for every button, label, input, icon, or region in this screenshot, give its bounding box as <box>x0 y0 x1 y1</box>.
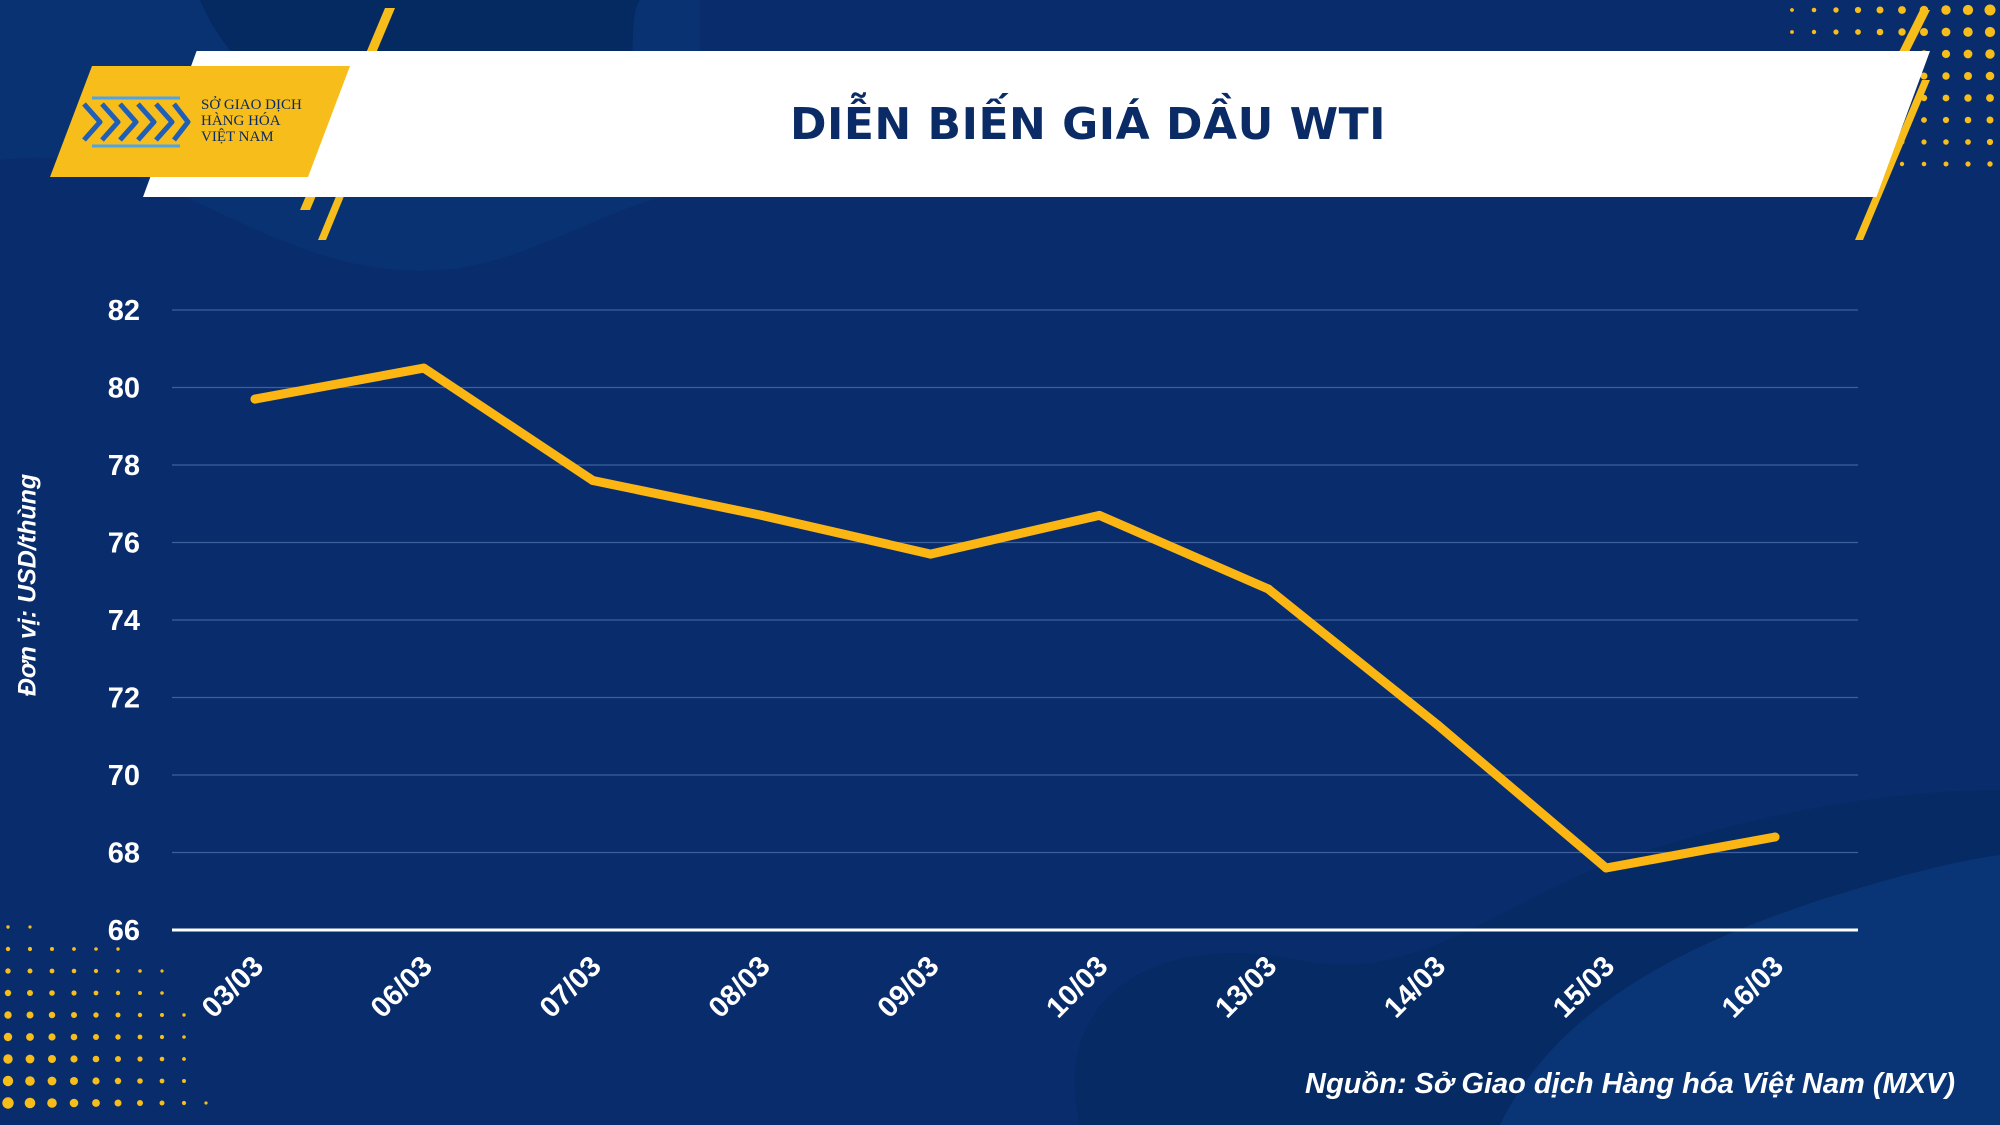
x-tick-label: 14/03 <box>1378 950 1452 1024</box>
series-line <box>250 363 1780 873</box>
source-note: Nguồn: Sở Giao dịch Hàng hóa Việt Nam (M… <box>1305 1068 1955 1100</box>
data-point <box>588 476 598 485</box>
y-tick-label: 82 <box>108 295 140 327</box>
series-layer <box>250 363 1780 873</box>
x-axis-tick-labels: 03/03 06/03 07/03 08/03 09/03 10/03 13/03 14/03… <box>196 950 1790 1024</box>
y-tick-label: 80 <box>108 373 140 405</box>
title-banner <box>143 51 1930 197</box>
data-point <box>1263 584 1273 594</box>
x-tick-label: 10/03 <box>1040 950 1114 1024</box>
data-point <box>1432 720 1442 730</box>
gridlines <box>172 309 1858 932</box>
page-title: DIỄN BIẾN GIÁ DẦU WTI <box>789 98 1387 150</box>
data-point <box>757 510 767 520</box>
x-tick-label: 15/03 <box>1547 950 1621 1024</box>
y-tick-label: 68 <box>108 838 140 870</box>
x-tick-label: 07/03 <box>534 950 608 1024</box>
data-point <box>1601 863 1611 873</box>
data-point <box>419 363 429 373</box>
data-point <box>926 549 936 559</box>
y-tick-label: 76 <box>108 528 140 560</box>
y-tick-label: 72 <box>108 683 140 715</box>
x-tick-label: 08/03 <box>703 950 777 1024</box>
logo-line-2: HÀNG HÓA <box>201 113 281 129</box>
x-tick-label: 16/03 <box>1716 950 1790 1024</box>
x-tick-label: 06/03 <box>365 950 439 1024</box>
logo-wordmark: SỞ GIAO DỊCH HÀNG HÓA VIỆT NAM <box>201 97 321 145</box>
data-point <box>250 394 260 404</box>
logo-line-1: SỞ GIAO DỊCH <box>201 97 302 113</box>
y-tick-label: 74 <box>108 605 140 637</box>
x-tick-label: 09/03 <box>872 950 946 1024</box>
logo-icon <box>82 96 191 148</box>
x-tick-label: 13/03 <box>1209 950 1283 1024</box>
logo-line-3: VIỆT NAM <box>201 129 274 145</box>
x-tick-label: 03/03 <box>196 950 270 1024</box>
data-point <box>1770 832 1780 842</box>
y-axis-tick-labels: 82 80 78 76 74 72 70 68 66 <box>108 295 140 947</box>
y-tick-label: 66 <box>108 915 140 947</box>
data-point <box>1094 510 1104 520</box>
y-tick-label: 78 <box>108 450 140 482</box>
y-tick-label: 70 <box>108 760 140 792</box>
